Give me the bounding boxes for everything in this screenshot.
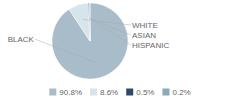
slice-label: HISPANIC <box>132 41 169 50</box>
leader-line <box>35 39 97 63</box>
legend-label: 90.8% <box>59 88 82 97</box>
leader-line <box>83 19 131 25</box>
legend-label: 0.5% <box>136 88 154 97</box>
legend-item: 8.6% <box>90 88 118 97</box>
labels: BLACK WHITEASIANHISPANIC <box>8 18 170 63</box>
pie-slice <box>88 3 90 41</box>
slice-label: WHITE <box>132 21 158 30</box>
slice-label: BLACK <box>8 35 35 44</box>
legend: 90.8% 8.6% 0.5% 0.2% <box>49 88 190 97</box>
leader-line <box>89 18 131 35</box>
pie-slice <box>69 3 90 41</box>
legend-item: 0.5% <box>126 88 154 97</box>
legend-item: 0.2% <box>162 88 190 97</box>
legend-label: 8.6% <box>100 88 118 97</box>
legend-label: 0.2% <box>172 88 190 97</box>
legend-swatch <box>162 89 169 96</box>
legend-swatch <box>49 89 56 96</box>
legend-swatch <box>90 89 97 96</box>
pie-slice <box>52 3 128 79</box>
legend-swatch <box>126 89 133 96</box>
pie <box>52 3 128 79</box>
chart: BLACK WHITEASIANHISPANIC 90.8% 8.6% 0.5% 0.2% <box>0 0 240 100</box>
leader-line <box>90 18 131 45</box>
pie-slice <box>89 3 90 41</box>
legend-item: 90.8% <box>49 88 82 97</box>
slice-label: ASIAN <box>132 31 156 40</box>
